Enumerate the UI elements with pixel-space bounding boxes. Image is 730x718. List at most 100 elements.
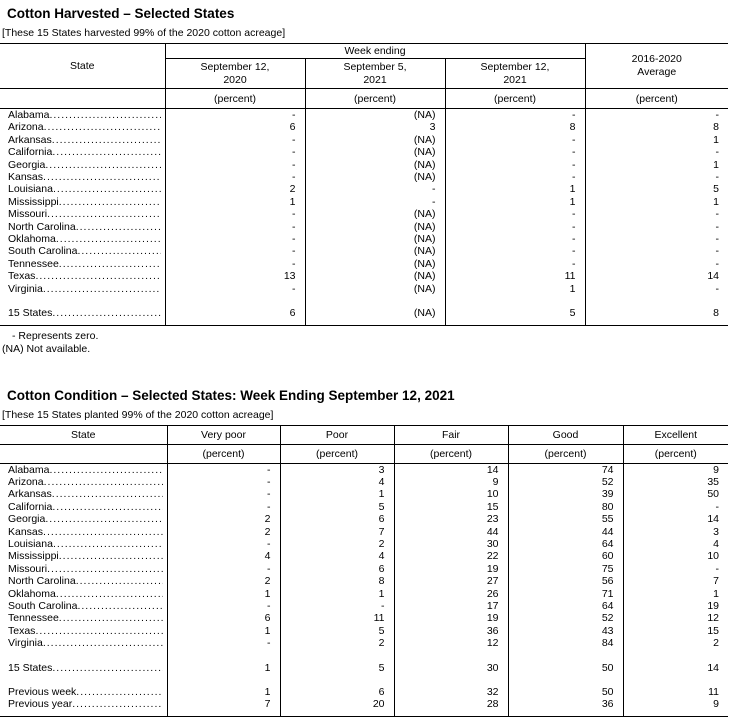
- dot-leader: [76, 221, 161, 233]
- value-cell: -: [444, 208, 585, 221]
- state-label: 15 States: [8, 661, 53, 674]
- state-label: Texas: [8, 624, 36, 637]
- unit-cell: (percent): [507, 444, 623, 464]
- value-cell: [304, 295, 445, 308]
- value-cell: -: [584, 146, 728, 159]
- state-label: South Carolina: [8, 245, 78, 258]
- value-cell: -: [444, 171, 585, 184]
- state-cell: Kansas: [0, 171, 165, 183]
- value-cell: -: [164, 282, 305, 296]
- value-cell: 1: [166, 624, 280, 638]
- harvested-table: State Week ending 2016-2020 Average Sept…: [0, 43, 728, 326]
- harvested-tbody: Alabama-(NA)--Arizona6388Arkansas-(NA)-1…: [0, 108, 728, 325]
- value-cell: 36: [507, 698, 623, 711]
- value-cell: 7: [166, 698, 280, 711]
- unit-row: (percent) (percent) (percent) (percent) …: [0, 444, 728, 464]
- table-row: California-(NA)--: [0, 146, 728, 159]
- dot-leader: [59, 550, 163, 562]
- state-cell: Tennessee: [0, 612, 167, 624]
- state-cell: Previous year: [0, 698, 167, 710]
- state-cell: Louisiana: [0, 183, 165, 195]
- value-cell: [166, 710, 280, 717]
- value-cell: 6: [279, 562, 394, 576]
- value-cell: 2: [279, 637, 394, 650]
- dot-leader: [52, 307, 160, 319]
- value-cell: 14: [584, 270, 728, 283]
- state-label: California: [8, 500, 53, 513]
- dot-leader: [53, 538, 163, 550]
- value-cell: [393, 710, 508, 717]
- dot-leader: [43, 637, 163, 649]
- value-cell: 8: [279, 575, 394, 588]
- state-cell: Arkansas: [0, 134, 165, 146]
- value-cell: 28: [393, 698, 508, 711]
- value-cell: -: [166, 562, 280, 576]
- table-row: Alabama-(NA)--: [0, 108, 728, 122]
- state-label: Missouri: [8, 562, 48, 575]
- footnote: (NA) Not available.: [2, 342, 91, 355]
- value-cell: -: [164, 233, 305, 246]
- table-row: Georgia-(NA)-1: [0, 158, 728, 172]
- table-row: Louisiana 2-15: [0, 183, 728, 196]
- condition-header: State Very poor Poor Fair Good Excellent…: [0, 425, 728, 464]
- value-cell: 15: [622, 624, 728, 638]
- value-cell: 6: [166, 612, 280, 625]
- harvested-header: State Week ending 2016-2020 Average Sept…: [0, 43, 728, 109]
- dot-leader: [49, 464, 162, 476]
- dot-leader: [44, 121, 161, 133]
- value-cell: 36: [393, 624, 508, 638]
- state-label: Tennessee: [8, 257, 59, 270]
- value-cell: 8: [584, 307, 728, 320]
- dot-leader: [56, 588, 163, 600]
- date-header-3: September 12, 2021: [444, 58, 585, 89]
- value-cell: [622, 674, 728, 686]
- state-label: Alabama: [8, 109, 50, 121]
- value-cell: (NA): [304, 307, 445, 320]
- value-cell: 14: [393, 463, 508, 476]
- state-cell: [0, 295, 165, 307]
- average-header: 2016-2020 Average: [584, 43, 728, 89]
- value-cell: 1: [279, 587, 394, 600]
- header-row-conditions: State Very poor Poor Fair Good Excellent: [0, 425, 728, 445]
- state-label: 15 States: [8, 307, 53, 320]
- value-cell: 23: [393, 513, 508, 526]
- value-cell: 4: [622, 537, 728, 551]
- state-cell: Oklahoma: [0, 233, 165, 245]
- value-cell: 5: [279, 624, 394, 638]
- dot-leader: [59, 612, 163, 624]
- value-cell: 30: [393, 537, 508, 551]
- table-row: North Carolina-(NA)--: [0, 220, 728, 234]
- dot-leader: [45, 513, 162, 525]
- value-cell: [279, 674, 394, 686]
- value-cell: 35: [622, 475, 728, 489]
- state-cell: Tennessee: [0, 258, 165, 270]
- value-cell: [166, 649, 280, 662]
- state-label: Previous week: [8, 686, 77, 698]
- value-cell: 55: [507, 513, 623, 526]
- value-cell: (NA): [304, 108, 445, 122]
- state-label: North Carolina: [8, 575, 76, 588]
- table-row: Arizona6388: [0, 121, 728, 134]
- value-cell: [622, 710, 728, 717]
- state-label: Virginia: [8, 282, 43, 295]
- value-cell: 75: [507, 562, 623, 576]
- value-cell: 19: [622, 599, 728, 613]
- value-cell: 1: [164, 195, 305, 209]
- table-row: Oklahoma-(NA)--: [0, 233, 728, 246]
- dot-leader: [52, 488, 163, 500]
- state-label: Alabama: [8, 463, 50, 476]
- state-label: California: [8, 146, 53, 159]
- value-cell: 22: [393, 550, 508, 563]
- state-label: Louisiana: [8, 537, 53, 550]
- value-cell: -: [584, 220, 728, 234]
- state-cell: Mississippi: [0, 196, 165, 208]
- value-cell: -: [584, 208, 728, 221]
- value-cell: 1: [584, 133, 728, 147]
